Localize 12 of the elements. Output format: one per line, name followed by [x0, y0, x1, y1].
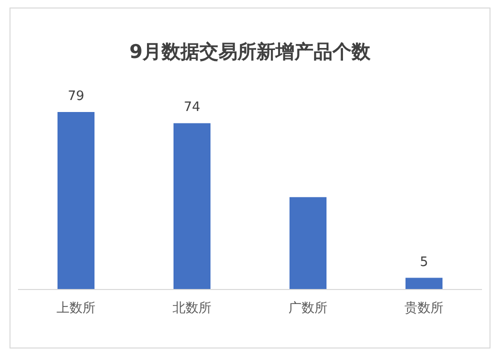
bar: [406, 278, 442, 289]
data-label: 5: [420, 254, 428, 270]
x-tick-label: 北数所: [172, 301, 212, 316]
bar: [290, 197, 326, 289]
bar: [174, 123, 210, 289]
data-label: 79: [68, 89, 84, 104]
x-tick-label: 贵数所: [404, 301, 444, 316]
x-tick-label: 上数所: [56, 301, 96, 316]
bar: [58, 112, 94, 289]
x-tick-label: 广数所: [288, 301, 328, 316]
data-label: 74: [184, 100, 200, 116]
chart-title: 9月数据交易所新增产品个数: [129, 41, 372, 63]
